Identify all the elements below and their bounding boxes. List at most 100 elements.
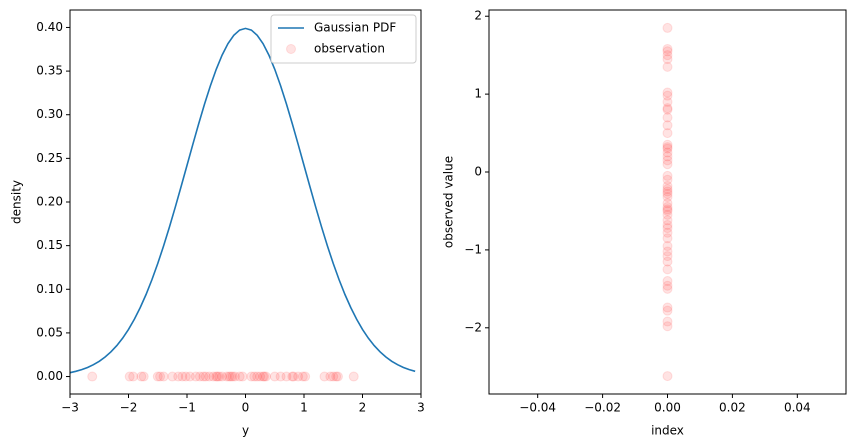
- observed-value-point: [662, 191, 673, 202]
- observed-value-point: [662, 184, 673, 195]
- observation-point: [297, 371, 308, 382]
- observed-value-point: [662, 143, 673, 154]
- observed-value-point: [662, 241, 673, 252]
- observation-point: [328, 371, 339, 382]
- observed-value-point: [662, 227, 673, 238]
- y-axis-label: density: [10, 180, 24, 224]
- observed-value-point: [662, 321, 673, 332]
- left-chart: −3 −2 −1 0 1 2 3 0.00 0.05 0.10 0.15 0.20 0.25 0.30 0.…: [10, 9, 425, 438]
- observation-point: [348, 371, 359, 382]
- legend-marker-swatch: [286, 44, 296, 54]
- observed-value-point: [662, 22, 673, 33]
- observed-value-point: [662, 104, 673, 115]
- left-plot-frame: [69, 9, 422, 395]
- observation-point: [275, 371, 286, 382]
- x-tick-label: −0.02: [584, 401, 621, 415]
- observed-value-point: [662, 174, 673, 185]
- legend-label-gaussian-pdf: Gaussian PDF: [314, 21, 396, 35]
- observed-value-point: [662, 147, 673, 158]
- observation-point: [155, 371, 166, 382]
- observed-value-point: [662, 46, 673, 57]
- observation-point: [224, 371, 235, 382]
- observation-point: [87, 371, 98, 382]
- x-axis-label: index: [651, 424, 684, 438]
- observation-point: [212, 371, 223, 382]
- observation-point: [221, 371, 232, 382]
- y-tick-label: −2: [464, 320, 482, 334]
- y-tick-label: 0.25: [36, 151, 63, 165]
- observation-point: [128, 371, 139, 382]
- observation-point: [281, 371, 292, 382]
- observation-point: [237, 371, 248, 382]
- observed-value-point: [662, 204, 673, 215]
- observation-point: [319, 371, 330, 382]
- observation-point: [287, 371, 298, 382]
- x-tick-label: 3: [417, 401, 425, 415]
- observed-value-point: [662, 90, 673, 101]
- y-tick-label: 0.40: [36, 20, 63, 34]
- observed-value-point: [662, 181, 673, 192]
- observation-point: [255, 371, 266, 382]
- observation-point: [293, 371, 304, 382]
- observed-value-point: [662, 170, 673, 181]
- x-tick-label: 0.04: [784, 401, 811, 415]
- x-tick-label: −1: [178, 401, 196, 415]
- observation-point: [300, 371, 311, 382]
- y-tick-label: 0.10: [36, 282, 63, 296]
- observed-value-point: [662, 276, 673, 287]
- x-tick-label: 0.00: [654, 401, 681, 415]
- observation-point: [177, 371, 188, 382]
- observed-value-point: [662, 302, 673, 313]
- observation-point: [204, 371, 215, 382]
- observation-point: [184, 371, 195, 382]
- observed-value-point: [662, 54, 673, 65]
- observation-point: [332, 371, 343, 382]
- observed-value-point: [662, 280, 673, 291]
- observation-point: [158, 371, 169, 382]
- observation-point: [269, 371, 280, 382]
- observed-value-point: [662, 264, 673, 275]
- observation-point: [331, 371, 342, 382]
- observation-point: [227, 371, 238, 382]
- y-tick-label: 0.30: [36, 107, 63, 121]
- observed-value-point: [662, 316, 673, 327]
- y-tick-label: −1: [464, 242, 482, 256]
- observation-point: [258, 371, 269, 382]
- x-tick-label: −2: [120, 401, 138, 415]
- x-tick-label: 0.02: [719, 401, 746, 415]
- observation-point: [214, 371, 225, 382]
- observed-value-point: [662, 96, 673, 107]
- x-tick-label: 1: [300, 401, 308, 415]
- observed-value-point: [662, 246, 673, 257]
- legend: Gaussian PDF observation: [270, 14, 417, 64]
- observation-point: [180, 371, 191, 382]
- x-tick-label: −0.04: [519, 401, 556, 415]
- y-tick-label: 1: [474, 87, 482, 101]
- observed-value-point: [662, 151, 673, 162]
- x-tick-label: −3: [61, 401, 79, 415]
- observation-point: [124, 371, 135, 382]
- observation-point: [217, 371, 228, 382]
- observed-value-point: [662, 87, 673, 98]
- observed-value-point: [662, 128, 673, 139]
- observation-point: [260, 371, 271, 382]
- y-tick-label: 2: [474, 9, 482, 23]
- observation-point: [229, 371, 240, 382]
- y-tick-label: 0.35: [36, 64, 63, 78]
- x-axis-label: y: [242, 424, 249, 438]
- legend-label-observation: observation: [314, 42, 385, 56]
- observation-point: [249, 371, 260, 382]
- observed-value-point: [662, 159, 673, 170]
- y-tick-label: 0.20: [36, 195, 63, 209]
- y-axis-label: observed value: [442, 156, 456, 248]
- observation-point: [136, 371, 147, 382]
- observed-value-point: [662, 283, 673, 294]
- observed-value-point: [662, 50, 673, 61]
- observation-point: [173, 371, 184, 382]
- observed-value-point: [662, 305, 673, 316]
- observed-value-point: [662, 188, 673, 199]
- y-tick-label: 0.15: [36, 238, 63, 252]
- observation-point: [252, 371, 263, 382]
- legend-box: [270, 14, 417, 64]
- observed-value-point: [662, 371, 673, 382]
